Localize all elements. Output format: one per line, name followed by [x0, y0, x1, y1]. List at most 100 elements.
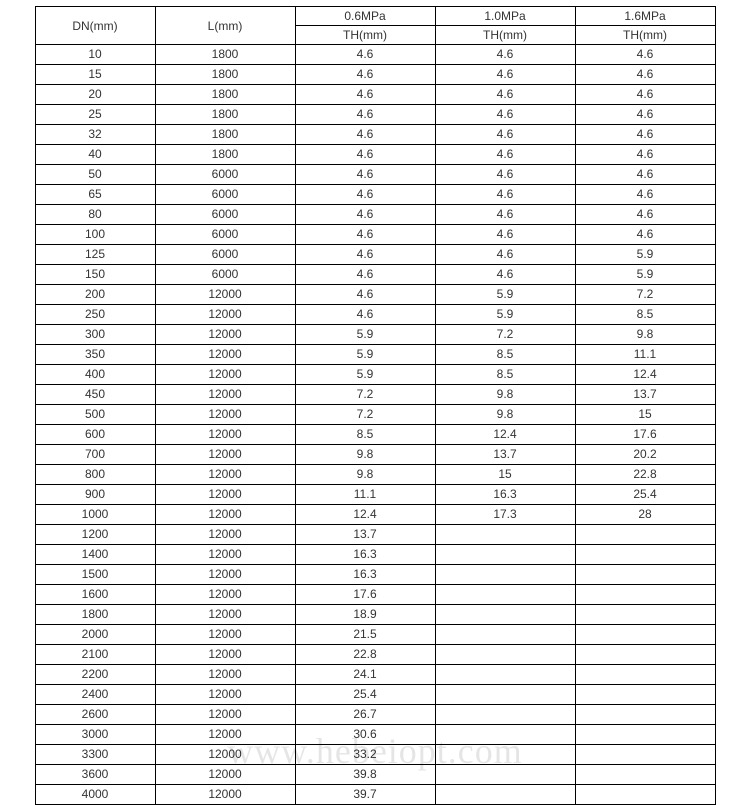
table-cell: 12000	[155, 725, 295, 745]
table-cell: 4.6	[295, 185, 435, 205]
table-cell: 4.6	[435, 85, 575, 105]
table-cell: 4.6	[575, 85, 715, 105]
table-cell: 12000	[155, 705, 295, 725]
header-row-1: DN(mm) L(mm) 0.6MPa 1.0MPa 1.6MPa	[35, 7, 715, 26]
table-row: 250120004.65.98.5	[35, 305, 715, 325]
table-cell: 6000	[155, 225, 295, 245]
table-row: 16001200017.6	[35, 585, 715, 605]
table-row: 5060004.64.64.6	[35, 165, 715, 185]
table-cell: 4.6	[435, 165, 575, 185]
table-cell: 700	[35, 445, 155, 465]
table-row: 2018004.64.64.6	[35, 85, 715, 105]
table-cell: 300	[35, 325, 155, 345]
table-cell: 22.8	[575, 465, 715, 485]
table-cell: 4.6	[295, 205, 435, 225]
table-cell: 4.6	[435, 65, 575, 85]
table-cell: 6000	[155, 205, 295, 225]
table-cell: 12000	[155, 645, 295, 665]
table-cell: 1200	[35, 525, 155, 545]
table-cell: 16.3	[295, 545, 435, 565]
table-row: 200120004.65.97.2	[35, 285, 715, 305]
table-cell: 15	[435, 465, 575, 485]
spec-table: DN(mm) L(mm) 0.6MPa 1.0MPa 1.6MPa TH(mm)…	[35, 6, 716, 805]
table-cell: 80	[35, 205, 155, 225]
table-cell: 900	[35, 485, 155, 505]
table-cell: 4.6	[435, 105, 575, 125]
table-cell: 1500	[35, 565, 155, 585]
table-cell: 30.6	[295, 725, 435, 745]
col-subheader-th-06: TH(mm)	[295, 26, 435, 45]
table-cell: 100	[35, 225, 155, 245]
table-cell: 5.9	[575, 245, 715, 265]
table-cell	[435, 665, 575, 685]
table-cell: 600	[35, 425, 155, 445]
table-cell: 1000	[35, 505, 155, 525]
table-row: 500120007.29.815	[35, 405, 715, 425]
table-cell: 4.6	[295, 245, 435, 265]
table-cell: 20.2	[575, 445, 715, 465]
table-cell: 25.4	[295, 685, 435, 705]
table-cell: 12000	[155, 665, 295, 685]
table-cell: 12000	[155, 585, 295, 605]
table-cell: 12000	[155, 425, 295, 445]
table-cell: 5.9	[435, 305, 575, 325]
table-cell: 28	[575, 505, 715, 525]
table-row: 1518004.64.64.6	[35, 65, 715, 85]
table-cell: 500	[35, 405, 155, 425]
table-row: 9001200011.116.325.4	[35, 485, 715, 505]
table-row: 10001200012.417.328	[35, 505, 715, 525]
table-cell: 4000	[35, 785, 155, 805]
table-row: 20001200021.5	[35, 625, 715, 645]
table-row: 1018004.64.64.6	[35, 45, 715, 65]
table-row: 10060004.64.64.6	[35, 225, 715, 245]
table-cell: 9.8	[435, 385, 575, 405]
table-cell: 2100	[35, 645, 155, 665]
col-header-10mpa: 1.0MPa	[435, 7, 575, 26]
table-cell: 12000	[155, 345, 295, 365]
table-cell: 10	[35, 45, 155, 65]
table-row: 800120009.81522.8	[35, 465, 715, 485]
table-cell: 12000	[155, 505, 295, 525]
table-cell: 13.7	[295, 525, 435, 545]
table-cell	[575, 545, 715, 565]
table-cell: 1600	[35, 585, 155, 605]
table-cell	[575, 585, 715, 605]
table-cell: 1800	[155, 45, 295, 65]
table-row: 2518004.64.64.6	[35, 105, 715, 125]
table-cell: 5.9	[435, 285, 575, 305]
table-cell: 12.4	[575, 365, 715, 385]
table-cell: 1800	[155, 85, 295, 105]
table-cell: 4.6	[435, 265, 575, 285]
table-row: 300120005.97.29.8	[35, 325, 715, 345]
table-row: 26001200026.7	[35, 705, 715, 725]
table-cell: 4.6	[295, 265, 435, 285]
table-cell: 3600	[35, 765, 155, 785]
table-cell: 4.6	[435, 125, 575, 145]
table-cell: 12.4	[435, 425, 575, 445]
table-cell: 5.9	[295, 365, 435, 385]
table-cell: 12000	[155, 625, 295, 645]
table-cell: 250	[35, 305, 155, 325]
table-cell: 3000	[35, 725, 155, 745]
table-cell: 400	[35, 365, 155, 385]
table-cell: 65	[35, 185, 155, 205]
table-cell: 40	[35, 145, 155, 165]
table-cell: 25	[35, 105, 155, 125]
table-cell: 4.6	[295, 145, 435, 165]
table-cell	[575, 665, 715, 685]
table-cell: 18.9	[295, 605, 435, 625]
table-cell: 4.6	[575, 185, 715, 205]
table-cell: 15	[575, 405, 715, 425]
table-cell: 4.6	[295, 85, 435, 105]
table-cell: 7.2	[295, 405, 435, 425]
table-cell: 4.6	[295, 65, 435, 85]
table-cell: 12000	[155, 565, 295, 585]
table-row: 700120009.813.720.2	[35, 445, 715, 465]
table-cell	[575, 525, 715, 545]
table-cell: 26.7	[295, 705, 435, 725]
table-cell: 4.6	[295, 225, 435, 245]
table-row: 33001200033.2	[35, 745, 715, 765]
table-cell	[435, 565, 575, 585]
table-cell: 1800	[155, 65, 295, 85]
table-cell: 39.8	[295, 765, 435, 785]
